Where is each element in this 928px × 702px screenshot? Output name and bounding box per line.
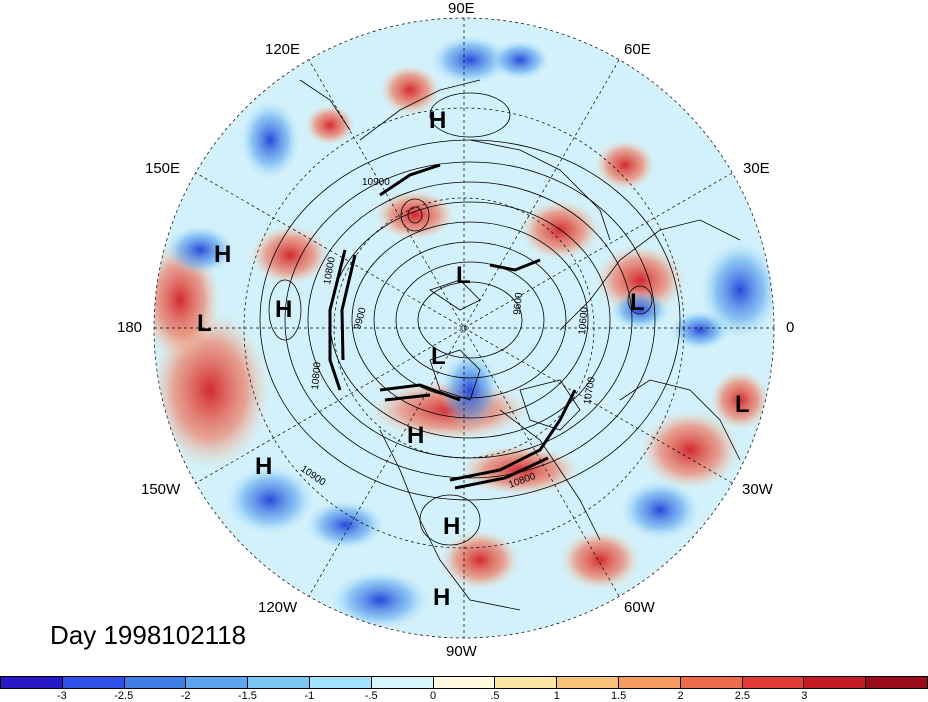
colorbar-swatch — [495, 677, 558, 688]
longitude-label-90w: 90W — [446, 643, 477, 660]
colorbar-swatch — [309, 677, 372, 688]
longitude-label-180: 180 — [117, 319, 143, 336]
colorbar-tick-label: -1 — [304, 690, 315, 702]
high-pressure-label: H — [443, 513, 461, 540]
graticule — [153, 17, 775, 639]
jet-streaks — [328, 163, 577, 490]
longitude-label-0: 0 — [786, 319, 795, 336]
low-pressure-label: L — [456, 262, 471, 289]
high-pressure-label: H — [255, 453, 273, 480]
colorbar-tick-label: -2.5 — [114, 690, 134, 702]
colorbar-swatch — [557, 677, 619, 688]
colorbar-swatch — [866, 677, 927, 688]
colorbar-swatch — [742, 677, 805, 688]
colorbar-tick-label: .5 — [490, 690, 500, 702]
high-pressure-label: H — [429, 107, 447, 134]
colorbar-swatch — [62, 677, 125, 688]
contour-label: 10900 — [362, 177, 390, 188]
contour-label: 10700 — [582, 376, 598, 406]
high-pressure-label: H — [214, 241, 232, 268]
longitude-label-30e: 30E — [743, 160, 770, 177]
longitude-label-120e: 120E — [265, 41, 301, 58]
colorbar-tick-label: -2 — [180, 690, 191, 702]
colorbar — [0, 676, 928, 689]
contour-label: 10800 — [322, 256, 338, 286]
colorbar-tick-label: 1.5 — [611, 690, 627, 702]
longitude-label-30w: 30W — [742, 481, 773, 498]
colorbar-tick-label: -3 — [56, 690, 67, 702]
contour-label: 10600 — [577, 306, 590, 335]
colorbar-tick-label: 2.5 — [734, 690, 751, 702]
contour-label: 10800 — [310, 361, 323, 390]
colorbar-tick-label: 0 — [430, 690, 437, 702]
colorbar-tick-label: -.5 — [364, 690, 378, 702]
colorbar-tick-label: 2 — [677, 690, 684, 702]
low-pressure-label: L — [431, 343, 446, 370]
longitude-label-60w: 60W — [624, 599, 655, 616]
colorbar-swatch — [618, 677, 681, 688]
colorbar-swatch — [804, 677, 867, 688]
high-pressure-label: H — [275, 296, 293, 323]
longitude-label-120w: 120W — [258, 599, 298, 616]
map-title: Day 1998102118 — [50, 620, 247, 650]
colorbar-swatch — [1, 677, 63, 688]
coastlines — [299, 79, 741, 611]
high-pressure-label: H — [433, 584, 451, 611]
colorbar-swatch — [124, 677, 187, 688]
colorbar-swatch — [371, 677, 434, 688]
high-pressure-label: H — [407, 422, 425, 449]
contour-label: 9600 — [512, 292, 525, 316]
low-pressure-label: L — [735, 391, 750, 418]
low-pressure-label: L — [630, 289, 645, 316]
colorbar-tick-label: -1.5 — [237, 690, 257, 702]
longitude-label-60e: 60E — [624, 41, 651, 58]
colorbar-swatch — [433, 677, 496, 688]
anomaly-field — [154, 18, 774, 638]
low-pressure-label: L — [197, 310, 212, 337]
longitude-label-150w: 150W — [141, 481, 181, 498]
colorbar-swatch — [680, 677, 743, 688]
colorbar-tick-label: 3 — [801, 690, 808, 702]
colorbar-swatch — [186, 677, 249, 688]
colorbar-swatch — [248, 677, 310, 688]
longitude-label-90e: 90E — [448, 0, 475, 17]
colorbar-tick-label: 1 — [553, 690, 560, 702]
longitude-label-150e: 150E — [145, 160, 181, 177]
